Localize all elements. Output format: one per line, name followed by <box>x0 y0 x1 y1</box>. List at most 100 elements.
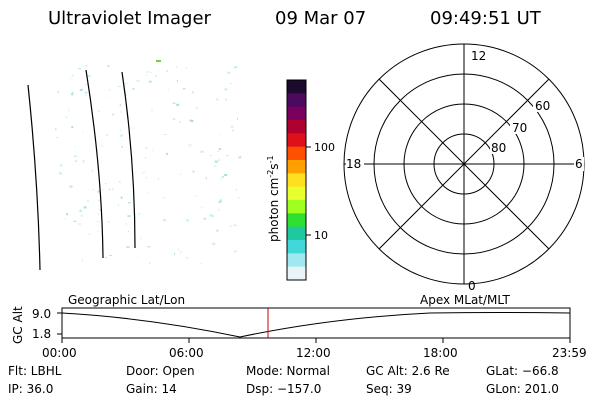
speckle <box>186 257 189 259</box>
speckle <box>180 250 182 253</box>
colorbar-band <box>287 133 306 148</box>
colorbar-band <box>287 120 306 134</box>
apex-title: Apex MLat/MLT <box>420 293 510 307</box>
x-tick-0: 00:00 <box>42 346 77 360</box>
speckle <box>78 223 82 225</box>
speckle <box>147 246 151 248</box>
speckle <box>117 204 119 207</box>
speckle <box>213 166 217 167</box>
speckle <box>233 66 236 69</box>
speckle <box>201 206 203 209</box>
speckle <box>99 209 102 211</box>
speckle <box>200 263 202 265</box>
speckle <box>57 91 59 93</box>
speckle <box>87 199 89 202</box>
speckle <box>145 177 147 179</box>
speckle <box>148 80 152 83</box>
speckle <box>109 96 110 98</box>
speckle <box>146 75 148 77</box>
mlat-label-70: 70 <box>512 121 527 135</box>
speckle <box>219 133 221 135</box>
speckle <box>176 66 178 68</box>
speckle <box>82 160 85 163</box>
speckle <box>157 69 159 71</box>
speckle <box>73 220 77 222</box>
speckle <box>92 189 94 190</box>
speckle <box>227 71 231 74</box>
speckle <box>81 259 83 262</box>
emission-speckles <box>55 65 242 265</box>
speckle <box>70 78 72 80</box>
speckle <box>217 151 219 152</box>
speckle <box>127 202 131 204</box>
gc-alt-value: GC Alt: 2.6 Re <box>366 364 450 378</box>
speckle <box>142 172 146 174</box>
speckle <box>179 121 181 124</box>
colorbar-band <box>287 173 306 188</box>
speckle <box>98 199 100 202</box>
colorbar-label-100: 100 <box>314 141 335 154</box>
speckle <box>226 155 229 156</box>
glon-value: GLon: 201.0 <box>486 382 559 396</box>
mode-value: Mode: Normal <box>246 364 330 378</box>
speckle <box>147 191 149 194</box>
seq-value: Seq: 39 <box>366 382 412 396</box>
speckle <box>176 79 178 82</box>
speckle <box>63 218 66 220</box>
speckle <box>125 223 127 226</box>
speckle <box>166 70 169 72</box>
speckle <box>200 150 204 153</box>
speckle <box>239 67 241 69</box>
mlat-label-60: 60 <box>535 99 550 113</box>
speckle <box>72 91 74 94</box>
speckle <box>234 250 238 253</box>
speckle <box>112 188 114 191</box>
speckle <box>220 178 222 180</box>
colorbar-band <box>287 106 306 121</box>
colorbar: 100 10 photon cm-2s-1 <box>266 79 335 281</box>
speckle <box>97 110 100 113</box>
colorbar-frame <box>286 79 307 281</box>
speckle <box>120 129 122 132</box>
speckle <box>137 256 139 258</box>
speckle <box>224 174 228 176</box>
speckle <box>211 215 214 218</box>
colorbar-bands <box>287 80 306 281</box>
speckle <box>205 177 207 180</box>
speckle <box>192 91 194 94</box>
altitude-curve <box>61 312 571 338</box>
speckle <box>126 246 130 249</box>
speckle <box>150 72 153 73</box>
colorbar-label-10: 10 <box>314 229 328 242</box>
timeline-y-bottom: 1.8 <box>32 327 51 341</box>
speckle <box>230 225 232 227</box>
colorbar-band <box>287 226 306 241</box>
speckle <box>155 75 157 77</box>
speckle <box>151 109 153 112</box>
speckle <box>55 128 57 131</box>
speckle <box>102 188 104 190</box>
speckle <box>218 201 222 203</box>
speckle <box>101 145 104 147</box>
speckle <box>71 126 74 129</box>
speckle <box>225 98 227 101</box>
speckle <box>218 209 220 211</box>
longitude-line <box>121 71 136 249</box>
speckle <box>71 74 74 77</box>
speckle <box>79 209 82 212</box>
speckle <box>112 113 115 116</box>
speckle <box>237 117 238 120</box>
speckle <box>120 196 123 199</box>
colorbar-band <box>287 93 306 108</box>
speckle <box>216 98 218 101</box>
speckle <box>186 219 190 222</box>
colorbar-band <box>287 240 306 254</box>
dsp-value: Dsp: −157.0 <box>246 382 322 396</box>
colorbar-band <box>287 266 306 281</box>
speckle <box>92 170 93 172</box>
speckle <box>152 149 154 152</box>
speckle <box>185 67 187 69</box>
mlt-label-0: 0 <box>468 279 476 293</box>
speckle <box>189 119 193 121</box>
gain-value: Gain: 14 <box>126 382 177 396</box>
